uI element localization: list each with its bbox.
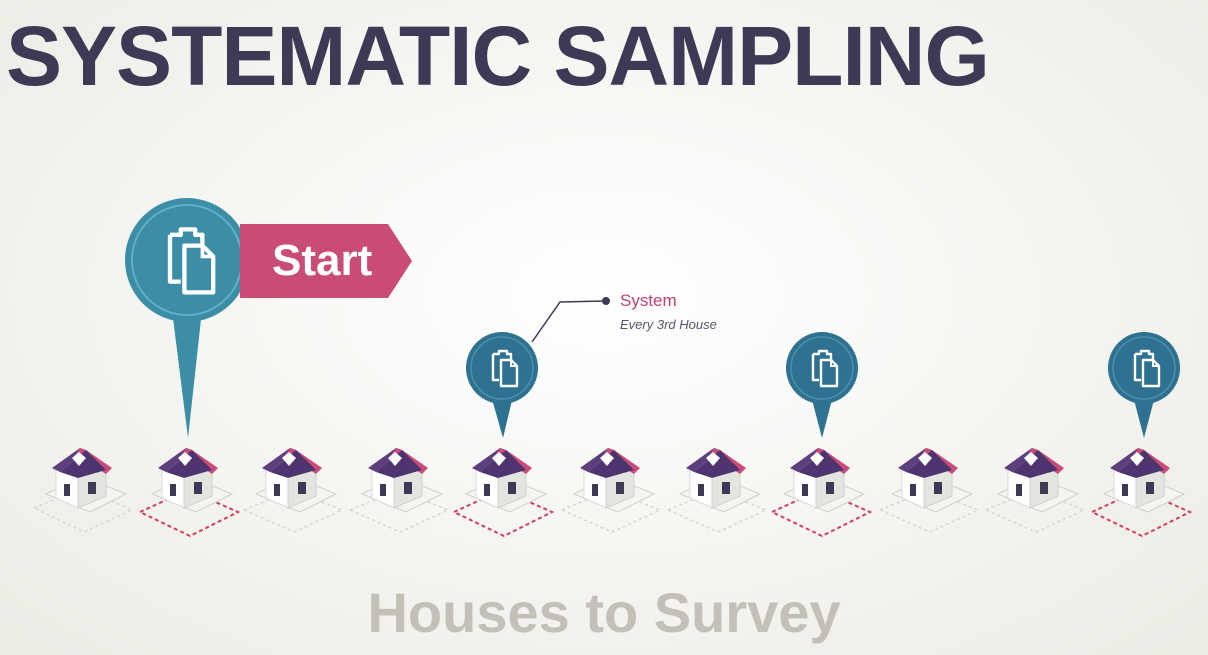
- house-base-6: [560, 489, 662, 533]
- start-label: Start: [272, 236, 373, 285]
- house-base-7: [666, 489, 768, 533]
- system-detail: Every 3rd House: [620, 317, 717, 332]
- small-pin-5: [466, 332, 538, 438]
- system-dot: [602, 297, 610, 305]
- house-2: [151, 447, 233, 513]
- system-connector-line: [531, 300, 605, 343]
- small-pin-8: [786, 332, 858, 438]
- start-tag-arrow: [240, 224, 412, 298]
- house-8: [783, 447, 865, 513]
- house-base-4: [348, 489, 450, 533]
- system-label: System: [620, 291, 677, 310]
- house-base-3: [242, 489, 344, 533]
- house-1: [45, 447, 127, 513]
- footer-caption: Houses to Survey: [367, 581, 841, 644]
- house-11: [1103, 447, 1185, 513]
- small-pin-11: [1108, 332, 1180, 438]
- house-base-10: [984, 489, 1086, 533]
- house-5: [465, 447, 547, 513]
- page-title: SYSTEMATIC SAMPLING: [6, 9, 990, 103]
- start-pin: [125, 198, 249, 438]
- house-base-9: [878, 489, 980, 533]
